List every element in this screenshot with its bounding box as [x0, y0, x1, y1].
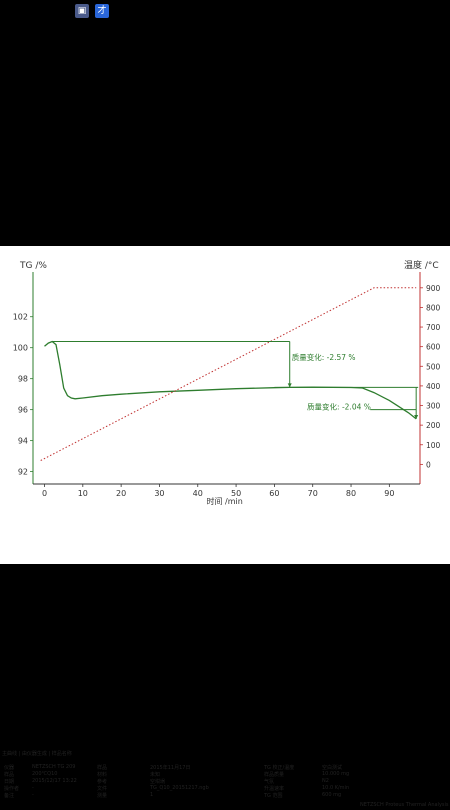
chart-photo: TG /% 温度 /°C 时间 /min 0 10 20 30 40 50 60 70 80 90 92 9…	[0, 246, 450, 808]
footer-cell: 日期	[4, 779, 15, 785]
x-tick-label: 80	[346, 489, 356, 498]
footer-cell: 材料	[97, 772, 108, 778]
x-tick-label: 0	[42, 489, 47, 498]
right-tick-label: 400	[426, 382, 441, 391]
footer-table: 主曲线 | 由仪器生成 | 样品名称 仪器 NETZSCH TG 209 样品 2015…	[0, 751, 450, 810]
left-tick-label: 94	[18, 437, 28, 446]
right-tick-label: 600	[426, 343, 441, 352]
footer-cell: 升温速率	[264, 786, 285, 792]
footer-row: 日期 2015/12/17 13:22 参考 空坩埚 气氛 N2	[2, 778, 448, 785]
x-tick-label: 30	[154, 489, 164, 498]
footer-cell: 空坩埚	[150, 779, 166, 785]
x-tick-label: 90	[384, 489, 394, 498]
right-axis-label: 温度 /°C	[404, 259, 439, 271]
left-tick-label: 92	[18, 468, 28, 477]
footer-cell: TG_Q10_20151217.ngb	[150, 785, 209, 791]
right-tick-label: 800	[426, 303, 441, 312]
left-tick-label: 102	[13, 313, 28, 322]
footer-row: 仪器 NETZSCH TG 209 样品 2015年11月17日 TG 校正/温度 空白测…	[2, 764, 448, 771]
gallery-icon: ▣	[75, 4, 89, 18]
footer-cell: 测量	[97, 793, 108, 799]
right-tick-label: 700	[426, 323, 441, 332]
footer-cell: 600 mg	[322, 792, 342, 798]
footer-cell: -	[32, 785, 34, 791]
footer-cell: 气氛	[264, 779, 275, 785]
footer-cell: N2	[322, 778, 329, 784]
x-tick-label: 50	[231, 489, 241, 498]
right-tick-label: 0	[426, 460, 431, 469]
right-tick-label: 100	[426, 441, 441, 450]
footer-row: 样品 200℃Q10 材料 未知 样品质量 10.000 mg	[2, 771, 448, 778]
footer-cell: 参考	[97, 779, 108, 785]
footer-cell: 未知	[150, 772, 161, 778]
footer-cell: 10.0 K/min	[322, 785, 350, 791]
footer-row: 备注 - 测量 1 TG 范围 600 mg	[2, 792, 448, 799]
footer-cell: 200℃Q10	[32, 771, 58, 777]
x-tick-label: 40	[193, 489, 203, 498]
footer-cell: TG 校正/温度	[264, 765, 295, 771]
footer-row: 操作者 - 文件 TG_Q10_20151217.ngb 升温速率 10.0 K/min	[2, 785, 448, 792]
left-tick-label: 100	[13, 344, 28, 353]
footer-cell: 操作者	[4, 786, 20, 792]
footer-note: NETZSCH Proteus Thermal Analysis	[360, 802, 449, 808]
x-tick-label: 60	[269, 489, 279, 498]
annotation-label: 质量变化: -2.57 %	[292, 352, 356, 362]
x-tick-label: 20	[116, 489, 126, 498]
footer-cell: 备注	[4, 793, 15, 799]
right-tick-label: 900	[426, 284, 441, 293]
footer-cell: NETZSCH TG 209	[32, 764, 76, 770]
right-tick-label: 300	[426, 402, 441, 411]
annotation-label: 质量变化: -2.04 %	[307, 402, 371, 412]
left-tick-label: 98	[18, 375, 28, 384]
footer-cell: 1	[150, 792, 154, 798]
footer-cell: 2015/12/17 13:22	[32, 778, 77, 784]
left-tick-label: 96	[18, 406, 28, 415]
status-bar: ▣ 才	[0, 0, 450, 24]
right-tick-label: 500	[426, 362, 441, 371]
x-tick-label: 70	[308, 489, 318, 498]
right-tick-label: 200	[426, 421, 441, 430]
footer-cell: 样品	[4, 772, 15, 778]
footer-cell: 10.000 mg	[322, 771, 350, 777]
footer-cell: 2015年11月17日	[150, 765, 191, 771]
footer-cell: 文件	[97, 786, 108, 792]
app-icon: 才	[95, 4, 109, 18]
temperature-line	[40, 287, 417, 461]
left-axis-label: TG /%	[19, 261, 47, 271]
footer-cell: 仪器	[4, 765, 15, 771]
x-tick-label: 10	[78, 489, 88, 498]
x-axis-label: 时间 /min	[207, 496, 243, 506]
footer-cell: 空白测试	[322, 765, 343, 771]
footer-legend: 主曲线 | 由仪器生成 | 样品名称	[2, 751, 72, 757]
tg-line	[44, 340, 417, 420]
footer-cell: -	[32, 792, 34, 798]
footer-cell: TG 范围	[264, 793, 283, 799]
footer-cell: 样品	[97, 765, 108, 771]
annotation-arrow	[414, 414, 419, 419]
annotation-arrow	[287, 383, 292, 388]
footer-cell: 样品质量	[264, 772, 285, 778]
